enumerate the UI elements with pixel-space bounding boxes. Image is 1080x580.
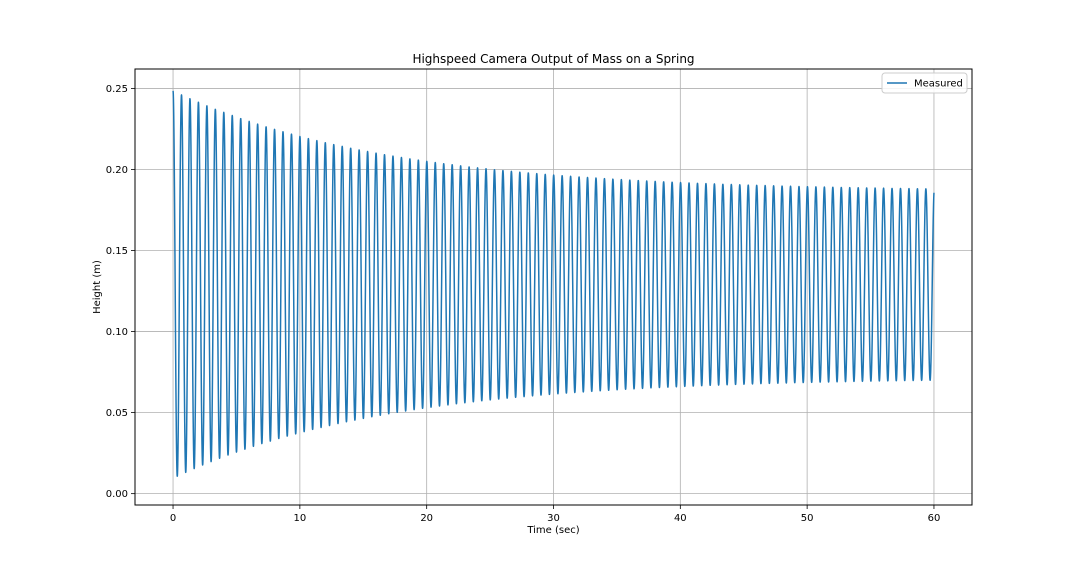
x-tick-label: 0 [170,513,176,524]
y-tick-label: 0.25 [106,84,128,95]
grid-lines [135,69,972,505]
y-tick-label: 0.05 [106,408,128,419]
legend-box [881,72,968,94]
x-tick-label: 10 [293,513,306,524]
x-tick-label: 20 [420,513,433,524]
y-axis-label: Height (m) [92,260,103,314]
legend-label-measured: Measured [914,79,963,90]
series-line-measured [172,90,935,477]
axis-ticks: 0 10 20 30 40 50 60 0.00 0.05 0.10 0.15 0.20 0.25 [106,84,941,524]
legend: Measured [881,72,968,94]
y-tick-label: 0.15 [106,246,128,257]
x-tick-label: 40 [674,513,687,524]
x-tick-label: 50 [801,513,814,524]
y-tick-label: 0.10 [106,327,128,338]
chart-title: Highspeed Camera Output of Mass on a Spr… [412,52,694,66]
y-tick-label: 0.00 [106,489,128,500]
series-layer [172,90,935,477]
x-tick-label: 60 [928,513,941,524]
x-axis-label: Time (sec) [526,525,579,536]
y-tick-label: 0.20 [106,165,128,176]
x-tick-label: 30 [547,513,560,524]
